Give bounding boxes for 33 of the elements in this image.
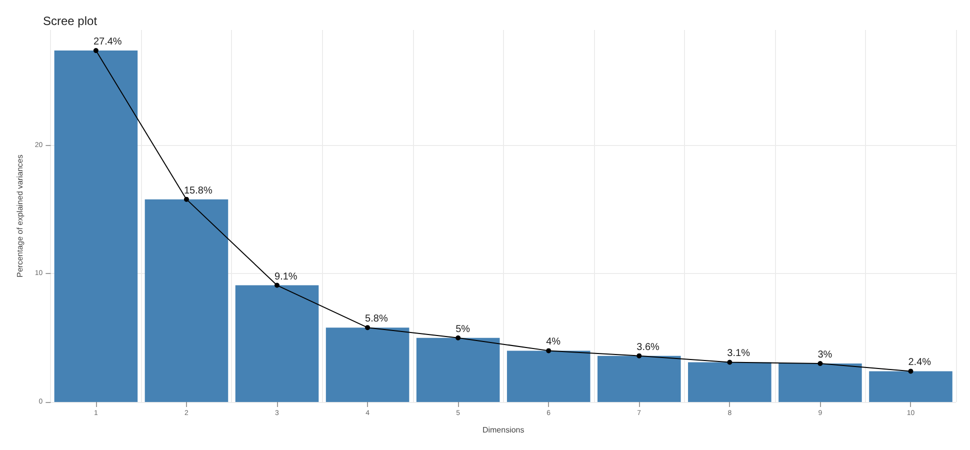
data-label: 9.1% <box>274 271 298 282</box>
point <box>184 196 189 202</box>
y-axis-title: Percentage of explained variances <box>16 154 24 278</box>
data-label: 3.1% <box>727 348 750 360</box>
data-label: 3% <box>818 350 832 361</box>
bar <box>869 371 952 402</box>
point <box>727 360 732 365</box>
data-label: 5.8% <box>365 314 388 325</box>
bar <box>597 356 681 402</box>
bar <box>778 364 862 402</box>
point <box>636 353 642 358</box>
bar <box>144 199 228 402</box>
bar <box>235 285 319 402</box>
point <box>456 335 461 340</box>
data-label: 3.6% <box>636 342 660 353</box>
bar <box>506 350 590 402</box>
point <box>908 368 914 374</box>
data-label: 2.4% <box>908 357 932 368</box>
bar <box>326 328 410 402</box>
x-axis-title: Dimensions <box>482 426 524 434</box>
point <box>546 348 552 354</box>
point <box>365 325 370 330</box>
data-label: 27.4% <box>93 36 122 48</box>
point <box>93 48 98 54</box>
point <box>274 282 280 288</box>
chart-title: Scree plot <box>43 14 98 28</box>
bar <box>54 50 138 402</box>
data-label: 5% <box>456 324 470 335</box>
bar <box>416 338 500 402</box>
data-label: 15.8% <box>184 185 212 196</box>
data-label: 4% <box>546 336 561 348</box>
bar <box>688 362 772 402</box>
point <box>818 361 823 366</box>
